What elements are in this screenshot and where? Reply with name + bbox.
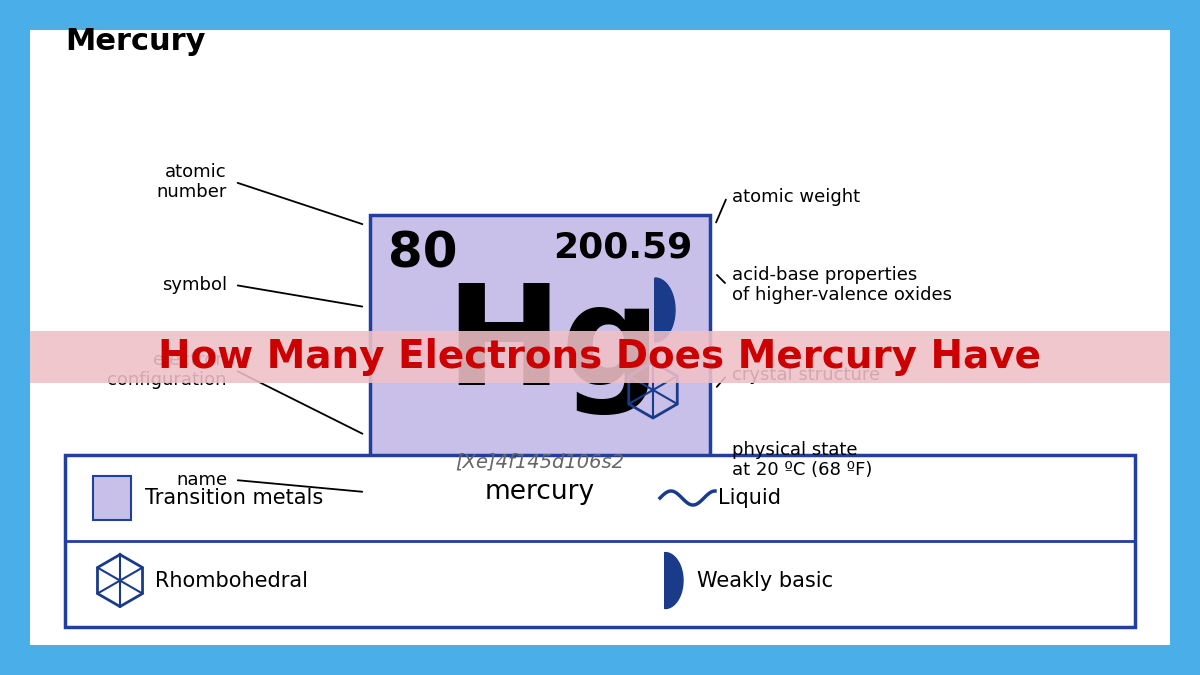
Text: Weakly basic: Weakly basic — [697, 570, 833, 591]
Text: physical state
at 20 ºC (68 ºF): physical state at 20 ºC (68 ºF) — [732, 441, 872, 479]
Text: 80: 80 — [388, 230, 457, 278]
Polygon shape — [655, 278, 674, 342]
Text: crystal structure: crystal structure — [732, 366, 880, 384]
Text: Hg: Hg — [445, 280, 661, 415]
Text: mercury: mercury — [485, 479, 595, 505]
Polygon shape — [665, 553, 683, 609]
Text: Liquid: Liquid — [718, 488, 781, 508]
Text: Mercury: Mercury — [65, 27, 205, 56]
Text: Rhombohedral: Rhombohedral — [155, 570, 308, 591]
Bar — [370, 215, 710, 520]
Bar — [94, 476, 131, 520]
Text: How Many Electrons Does Mercury Have: How Many Electrons Does Mercury Have — [158, 338, 1042, 376]
Text: 200.59: 200.59 — [553, 230, 692, 264]
Text: Transition metals: Transition metals — [145, 488, 323, 508]
Text: atomic
number: atomic number — [157, 163, 227, 201]
Text: [Xe]4f145d106s2: [Xe]4f145d106s2 — [456, 452, 624, 472]
Bar — [65, 455, 1135, 627]
Bar — [30, 331, 1170, 383]
Text: atomic weight: atomic weight — [732, 188, 860, 206]
Text: name: name — [176, 471, 227, 489]
Text: symbol: symbol — [162, 276, 227, 294]
Text: electron
configuration: electron configuration — [108, 350, 227, 389]
Text: acid-base properties
of higher-valence oxides: acid-base properties of higher-valence o… — [732, 265, 952, 304]
